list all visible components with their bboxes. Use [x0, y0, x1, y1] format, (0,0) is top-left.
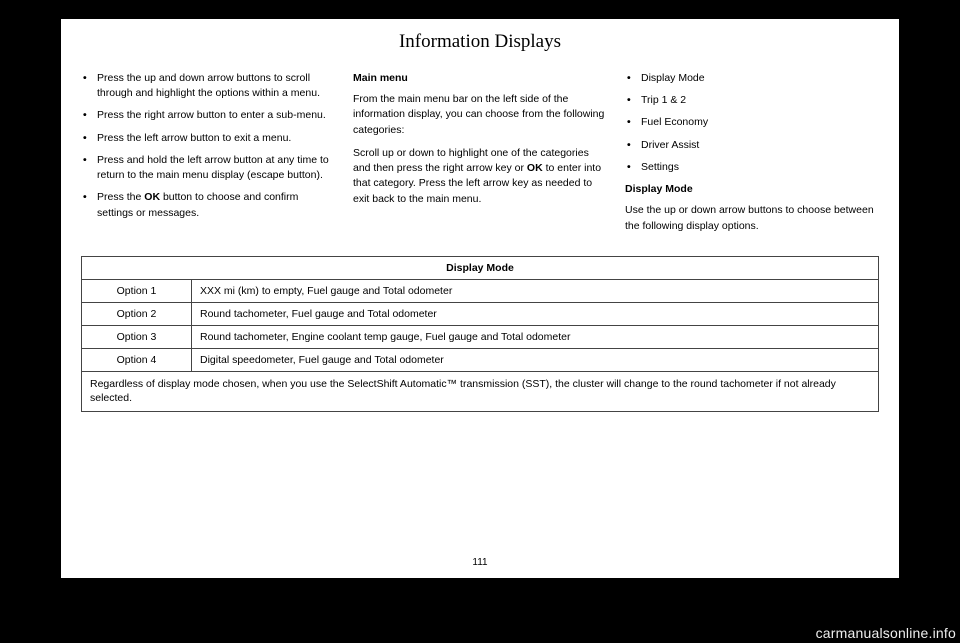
option-desc: Digital speedometer, Fuel gauge and Tota… [192, 348, 879, 371]
table-header: Display Mode [82, 256, 879, 279]
main-menu-p1: From the main menu bar on the left side … [353, 92, 607, 138]
manual-page: Information Displays Press the up and do… [61, 19, 899, 578]
column-3: Display Mode Trip 1 & 2 Fuel Economy Dri… [625, 71, 879, 242]
option-desc: Round tachometer, Engine coolant temp ga… [192, 325, 879, 348]
page-title: Information Displays [81, 31, 879, 53]
display-mode-heading: Display Mode [625, 182, 879, 197]
list-item: Display Mode [625, 71, 879, 86]
option-label: Option 4 [82, 348, 192, 371]
watermark: carmanualsonline.info [816, 625, 956, 641]
table-footer: Regardless of display mode chosen, when … [82, 371, 879, 411]
table-row: Option 4 Digital speedometer, Fuel gauge… [82, 348, 879, 371]
list-item: Press the right arrow button to enter a … [81, 108, 335, 123]
table-row: Option 1 XXX mi (km) to empty, Fuel gaug… [82, 279, 879, 302]
column-1: Press the up and down arrow buttons to s… [81, 71, 335, 242]
list-item: Press and hold the left arrow button at … [81, 153, 335, 183]
column-2: Main menu From the main menu bar on the … [353, 71, 607, 242]
content-columns: Press the up and down arrow buttons to s… [81, 71, 879, 242]
option-label: Option 1 [82, 279, 192, 302]
list-item: Press the up and down arrow buttons to s… [81, 71, 335, 101]
list-item: Driver Assist [625, 138, 879, 153]
option-desc: XXX mi (km) to empty, Fuel gauge and Tot… [192, 279, 879, 302]
main-menu-p2: Scroll up or down to highlight one of th… [353, 146, 607, 207]
table-footer-row: Regardless of display mode chosen, when … [82, 371, 879, 411]
table-row: Option 2 Round tachometer, Fuel gauge an… [82, 302, 879, 325]
page-number: 111 [61, 557, 899, 568]
list-item: Settings [625, 160, 879, 175]
display-mode-table: Display Mode Option 1 XXX mi (km) to emp… [81, 256, 879, 412]
list-item: Fuel Economy [625, 115, 879, 130]
categories-list: Display Mode Trip 1 & 2 Fuel Economy Dri… [625, 71, 879, 175]
table-row: Option 3 Round tachometer, Engine coolan… [82, 325, 879, 348]
option-label: Option 3 [82, 325, 192, 348]
list-item: Trip 1 & 2 [625, 93, 879, 108]
list-item: Press the OK button to choose and confir… [81, 190, 335, 220]
instructions-list: Press the up and down arrow buttons to s… [81, 71, 335, 221]
display-mode-p1: Use the up or down arrow buttons to choo… [625, 203, 879, 233]
list-item: Press the left arrow button to exit a me… [81, 131, 335, 146]
main-menu-heading: Main menu [353, 71, 607, 86]
option-desc: Round tachometer, Fuel gauge and Total o… [192, 302, 879, 325]
option-label: Option 2 [82, 302, 192, 325]
